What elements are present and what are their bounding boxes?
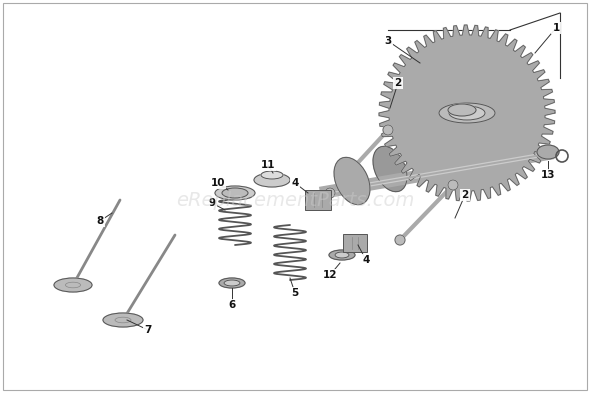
Text: 8: 8	[96, 216, 104, 226]
Ellipse shape	[54, 278, 92, 292]
Text: 9: 9	[208, 198, 215, 208]
Text: 4: 4	[291, 178, 299, 188]
Ellipse shape	[329, 250, 355, 260]
Text: 2: 2	[461, 190, 468, 200]
Text: 5: 5	[291, 288, 299, 298]
Ellipse shape	[222, 188, 248, 198]
Ellipse shape	[103, 313, 143, 327]
FancyBboxPatch shape	[305, 190, 331, 210]
Ellipse shape	[335, 252, 349, 258]
Ellipse shape	[261, 171, 283, 179]
Circle shape	[395, 235, 405, 245]
Text: 4: 4	[362, 255, 370, 265]
Text: 2: 2	[394, 78, 402, 88]
Circle shape	[325, 188, 335, 198]
Polygon shape	[379, 25, 555, 201]
FancyBboxPatch shape	[343, 234, 367, 252]
Ellipse shape	[449, 106, 485, 120]
Ellipse shape	[224, 280, 240, 286]
Ellipse shape	[334, 157, 370, 205]
Circle shape	[448, 180, 458, 190]
Text: 6: 6	[228, 300, 235, 310]
Ellipse shape	[215, 186, 255, 200]
Ellipse shape	[219, 278, 245, 288]
Text: 12: 12	[323, 270, 337, 280]
Text: 7: 7	[145, 325, 152, 335]
Text: 1: 1	[552, 23, 560, 33]
Circle shape	[383, 125, 393, 135]
Ellipse shape	[373, 146, 407, 192]
Text: 11: 11	[261, 160, 276, 170]
Ellipse shape	[448, 104, 476, 116]
Text: 13: 13	[541, 170, 555, 180]
Text: 10: 10	[211, 178, 225, 188]
Ellipse shape	[439, 103, 495, 123]
Ellipse shape	[537, 145, 559, 159]
Text: 3: 3	[384, 36, 392, 46]
Text: eReplacementParts.com: eReplacementParts.com	[176, 191, 414, 209]
Ellipse shape	[254, 173, 290, 187]
